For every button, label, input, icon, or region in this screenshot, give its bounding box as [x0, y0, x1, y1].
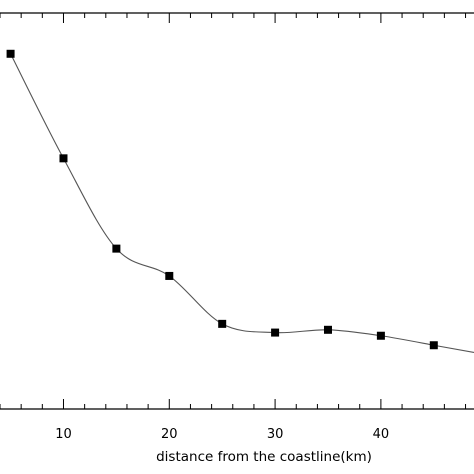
x-axis-title: distance from the coastline(km)	[156, 449, 372, 465]
x-tick-labels: 10 20 30 40	[55, 427, 389, 442]
x-ticks	[0, 13, 467, 409]
x-tick-label: 20	[161, 427, 178, 442]
data-point-marker	[112, 244, 121, 253]
data-point-marker	[323, 325, 332, 334]
plot-frame	[0, 12, 474, 410]
series-line	[10, 53, 474, 354]
data-point-marker	[165, 271, 174, 280]
series-markers	[6, 49, 438, 350]
x-tick-label: 40	[373, 427, 390, 442]
data-point-marker	[376, 331, 385, 340]
x-tick-label: 30	[267, 427, 284, 442]
data-point-marker	[271, 328, 280, 337]
x-tick-label: 10	[55, 427, 72, 442]
series-lines	[10, 53, 474, 354]
data-point-marker	[429, 341, 438, 350]
data-point-marker	[6, 49, 15, 58]
data-point-marker	[218, 319, 227, 328]
data-point-marker	[59, 154, 68, 163]
